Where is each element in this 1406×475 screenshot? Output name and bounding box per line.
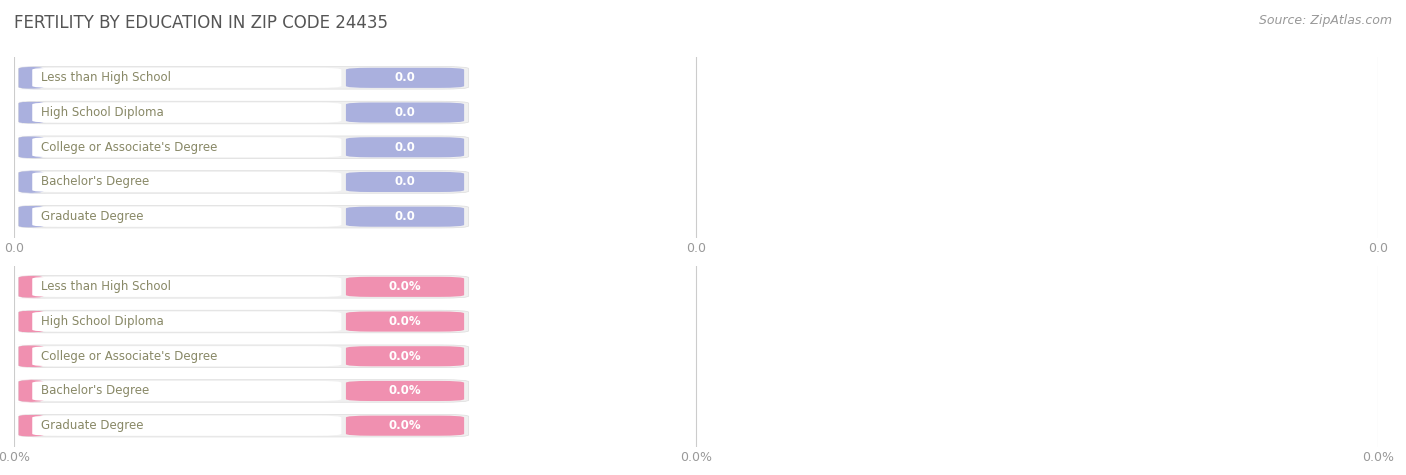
- FancyBboxPatch shape: [32, 277, 342, 297]
- FancyBboxPatch shape: [18, 345, 468, 368]
- Text: 0.0: 0.0: [395, 106, 415, 119]
- Text: 0.0: 0.0: [395, 210, 415, 223]
- FancyBboxPatch shape: [17, 276, 46, 298]
- FancyBboxPatch shape: [18, 136, 468, 159]
- FancyBboxPatch shape: [346, 312, 464, 332]
- FancyBboxPatch shape: [346, 172, 464, 192]
- Text: 0.0: 0.0: [395, 175, 415, 189]
- FancyBboxPatch shape: [346, 68, 464, 88]
- Text: Source: ZipAtlas.com: Source: ZipAtlas.com: [1258, 14, 1392, 27]
- FancyBboxPatch shape: [17, 414, 46, 437]
- Text: 0.0%: 0.0%: [388, 419, 422, 432]
- Text: College or Associate's Degree: College or Associate's Degree: [41, 350, 218, 363]
- FancyBboxPatch shape: [17, 380, 46, 402]
- FancyBboxPatch shape: [18, 380, 468, 402]
- FancyBboxPatch shape: [32, 416, 342, 436]
- Text: 0.0%: 0.0%: [388, 315, 422, 328]
- Text: 0.0%: 0.0%: [388, 280, 422, 294]
- Text: Less than High School: Less than High School: [41, 280, 172, 294]
- FancyBboxPatch shape: [32, 312, 342, 332]
- Text: 0.0: 0.0: [395, 141, 415, 154]
- FancyBboxPatch shape: [18, 414, 468, 437]
- FancyBboxPatch shape: [17, 66, 46, 89]
- FancyBboxPatch shape: [32, 346, 342, 366]
- FancyBboxPatch shape: [346, 137, 464, 157]
- Text: 0.0%: 0.0%: [388, 384, 422, 398]
- FancyBboxPatch shape: [32, 381, 342, 401]
- Text: College or Associate's Degree: College or Associate's Degree: [41, 141, 218, 154]
- FancyBboxPatch shape: [17, 101, 46, 124]
- FancyBboxPatch shape: [18, 276, 468, 298]
- FancyBboxPatch shape: [18, 310, 468, 333]
- Text: Graduate Degree: Graduate Degree: [41, 210, 143, 223]
- FancyBboxPatch shape: [346, 381, 464, 401]
- FancyBboxPatch shape: [32, 68, 342, 88]
- FancyBboxPatch shape: [32, 103, 342, 123]
- Text: FERTILITY BY EDUCATION IN ZIP CODE 24435: FERTILITY BY EDUCATION IN ZIP CODE 24435: [14, 14, 388, 32]
- Text: 0.0%: 0.0%: [388, 350, 422, 363]
- FancyBboxPatch shape: [17, 205, 46, 228]
- FancyBboxPatch shape: [32, 137, 342, 157]
- FancyBboxPatch shape: [18, 66, 468, 89]
- Text: 0.0: 0.0: [395, 71, 415, 85]
- Text: High School Diploma: High School Diploma: [41, 106, 165, 119]
- FancyBboxPatch shape: [346, 416, 464, 436]
- FancyBboxPatch shape: [346, 103, 464, 123]
- Text: Less than High School: Less than High School: [41, 71, 172, 85]
- Text: High School Diploma: High School Diploma: [41, 315, 165, 328]
- FancyBboxPatch shape: [17, 171, 46, 193]
- FancyBboxPatch shape: [346, 207, 464, 227]
- Text: Graduate Degree: Graduate Degree: [41, 419, 143, 432]
- FancyBboxPatch shape: [32, 172, 342, 192]
- FancyBboxPatch shape: [17, 136, 46, 159]
- FancyBboxPatch shape: [17, 310, 46, 333]
- FancyBboxPatch shape: [18, 101, 468, 124]
- FancyBboxPatch shape: [346, 346, 464, 366]
- Text: Bachelor's Degree: Bachelor's Degree: [41, 384, 149, 398]
- FancyBboxPatch shape: [346, 277, 464, 297]
- FancyBboxPatch shape: [32, 207, 342, 227]
- FancyBboxPatch shape: [18, 171, 468, 193]
- Text: Bachelor's Degree: Bachelor's Degree: [41, 175, 149, 189]
- FancyBboxPatch shape: [17, 345, 46, 368]
- FancyBboxPatch shape: [18, 205, 468, 228]
